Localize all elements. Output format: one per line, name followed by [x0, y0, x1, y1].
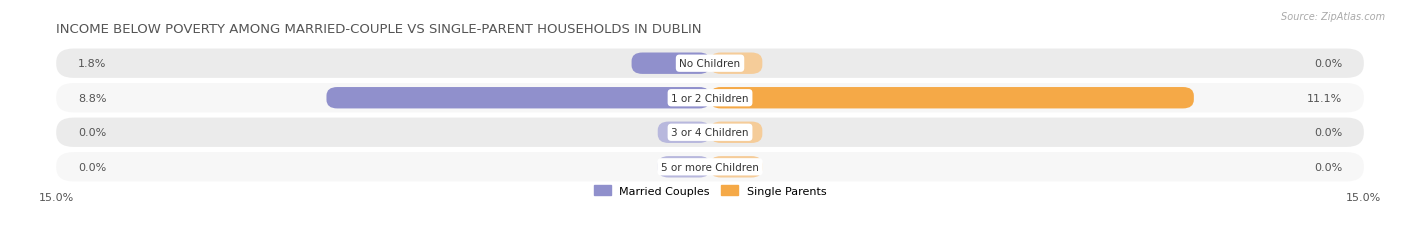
- Text: 5 or more Children: 5 or more Children: [661, 162, 759, 172]
- FancyBboxPatch shape: [710, 122, 762, 143]
- FancyBboxPatch shape: [56, 152, 1364, 182]
- Text: 0.0%: 0.0%: [79, 128, 107, 138]
- FancyBboxPatch shape: [658, 122, 710, 143]
- Legend: Married Couples, Single Parents: Married Couples, Single Parents: [593, 185, 827, 196]
- FancyBboxPatch shape: [326, 88, 710, 109]
- FancyBboxPatch shape: [710, 156, 762, 178]
- Text: 0.0%: 0.0%: [1313, 128, 1343, 138]
- FancyBboxPatch shape: [56, 118, 1364, 147]
- FancyBboxPatch shape: [710, 53, 762, 75]
- FancyBboxPatch shape: [710, 88, 1194, 109]
- FancyBboxPatch shape: [56, 49, 1364, 79]
- Text: 0.0%: 0.0%: [1313, 59, 1343, 69]
- FancyBboxPatch shape: [631, 53, 710, 75]
- Text: INCOME BELOW POVERTY AMONG MARRIED-COUPLE VS SINGLE-PARENT HOUSEHOLDS IN DUBLIN: INCOME BELOW POVERTY AMONG MARRIED-COUPL…: [56, 23, 702, 36]
- FancyBboxPatch shape: [56, 84, 1364, 113]
- Text: Source: ZipAtlas.com: Source: ZipAtlas.com: [1281, 12, 1385, 21]
- Text: 1 or 2 Children: 1 or 2 Children: [671, 93, 749, 103]
- Text: 0.0%: 0.0%: [79, 162, 107, 172]
- FancyBboxPatch shape: [658, 156, 710, 178]
- Text: No Children: No Children: [679, 59, 741, 69]
- Text: 11.1%: 11.1%: [1306, 93, 1343, 103]
- Text: 0.0%: 0.0%: [1313, 162, 1343, 172]
- Text: 3 or 4 Children: 3 or 4 Children: [671, 128, 749, 138]
- Text: 8.8%: 8.8%: [79, 93, 107, 103]
- Text: 1.8%: 1.8%: [79, 59, 107, 69]
